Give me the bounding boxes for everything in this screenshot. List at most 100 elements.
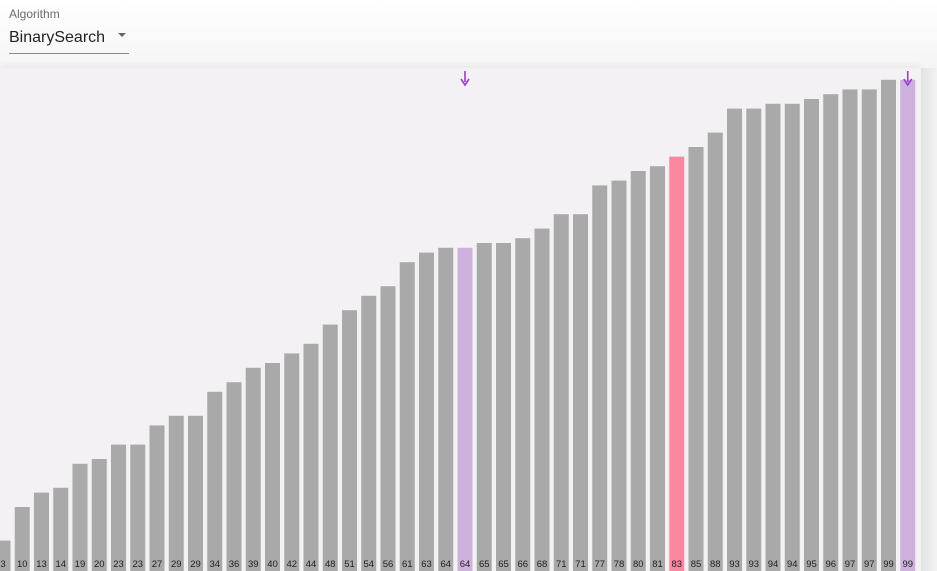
bar xyxy=(399,262,415,571)
bar-value-label: 10 xyxy=(17,559,28,570)
bar-value-label: 48 xyxy=(325,559,336,570)
bar xyxy=(765,103,781,571)
bar-value-label: 93 xyxy=(729,559,740,570)
bar-value-label: 13 xyxy=(36,559,47,570)
bar xyxy=(130,444,146,571)
bar xyxy=(457,247,473,571)
pointer-arrow-icon xyxy=(460,71,470,87)
bar-value-label: 71 xyxy=(575,559,586,570)
bar-value-label: 23 xyxy=(132,559,143,570)
bar-value-label: 51 xyxy=(344,559,355,570)
bar xyxy=(207,391,223,571)
bar xyxy=(823,94,839,571)
bar xyxy=(534,228,550,571)
bar-value-label: 80 xyxy=(633,559,644,570)
algorithm-select-value: BinarySearch xyxy=(9,29,106,46)
bar xyxy=(361,295,377,571)
bar-value-label: 40 xyxy=(267,559,278,570)
bar-value-label: 71 xyxy=(556,559,567,570)
bar-value-label: 27 xyxy=(152,559,163,570)
bar xyxy=(515,238,531,571)
bar-value-label: 77 xyxy=(594,559,605,570)
bar-value-label: 29 xyxy=(171,559,182,570)
bar xyxy=(380,286,396,571)
bar-value-label: 88 xyxy=(710,559,721,570)
bar xyxy=(650,166,665,571)
bar xyxy=(0,540,11,571)
bar xyxy=(53,487,69,571)
bar xyxy=(438,247,454,571)
bar-value-label: 85 xyxy=(691,559,702,570)
bar-value-label: 96 xyxy=(825,559,836,570)
bar xyxy=(14,507,30,571)
bar-value-label: 23 xyxy=(113,559,124,570)
bar-value-label: 36 xyxy=(229,559,240,570)
bar xyxy=(168,415,184,571)
bar xyxy=(476,243,492,571)
bar-value-label: 14 xyxy=(55,559,66,570)
bar xyxy=(496,243,511,571)
bar-value-label: 56 xyxy=(383,559,394,570)
bar xyxy=(784,103,800,571)
bar-value-label: 61 xyxy=(402,559,413,570)
bar-chart: 3 10 13 14 19 20 23 23 27 29 29 34 36 39 40 42 44 48 51 54 5… xyxy=(0,71,916,571)
bar xyxy=(804,99,819,571)
bar xyxy=(900,79,916,571)
bar xyxy=(265,363,280,571)
bar xyxy=(226,382,242,571)
bar-value-label: 68 xyxy=(537,559,548,570)
bar xyxy=(573,214,588,571)
bar xyxy=(861,89,877,571)
bar xyxy=(881,79,896,571)
bar-value-label: 39 xyxy=(248,559,259,570)
bar-value-label: 64 xyxy=(440,559,451,570)
bar-value-label: 64 xyxy=(460,559,471,570)
bar-value-label: 19 xyxy=(75,559,86,570)
bar xyxy=(188,415,203,571)
bar xyxy=(34,492,49,571)
bar-value-label: 94 xyxy=(787,559,798,570)
scrollbar[interactable] xyxy=(921,68,937,571)
bar-value-label: 99 xyxy=(883,559,894,570)
bar xyxy=(72,463,88,571)
bar-value-label: 97 xyxy=(864,559,875,570)
bar xyxy=(688,147,704,571)
bar-value-label: 42 xyxy=(286,559,297,570)
algorithm-select[interactable]: BinarySearch xyxy=(9,27,129,54)
chevron-down-icon xyxy=(118,33,126,37)
bar xyxy=(91,459,107,571)
bar xyxy=(553,214,569,571)
bar xyxy=(342,310,357,571)
bar-value-label: 20 xyxy=(94,559,105,570)
bar xyxy=(727,108,742,571)
bar xyxy=(245,367,261,571)
bar-value-label: 78 xyxy=(614,559,625,570)
bar xyxy=(630,171,646,571)
bar-value-label: 93 xyxy=(748,559,759,570)
bar-value-label: 81 xyxy=(652,559,663,570)
bar xyxy=(149,425,165,571)
bar xyxy=(111,444,126,571)
bar xyxy=(419,252,434,571)
bar-value-label: 44 xyxy=(306,559,317,570)
bar xyxy=(669,156,685,571)
pointer-arrow-icon xyxy=(903,71,913,87)
bar-value-label: 54 xyxy=(363,559,374,570)
bar-value-label: 97 xyxy=(845,559,856,570)
bar xyxy=(746,108,762,571)
bar-value-label: 34 xyxy=(209,559,220,570)
toolbar: Algorithm BinarySearch xyxy=(0,0,937,68)
bar-value-label: 3 xyxy=(0,559,5,570)
bar-value-label: 66 xyxy=(517,559,528,570)
bar-value-label: 63 xyxy=(421,559,432,570)
bar xyxy=(592,185,608,571)
bar xyxy=(322,324,338,571)
bar-value-label: 95 xyxy=(806,559,817,570)
bar-value-label: 65 xyxy=(498,559,509,570)
bar-value-label: 83 xyxy=(671,559,682,570)
algorithm-label: Algorithm xyxy=(9,7,60,21)
bar xyxy=(611,180,627,571)
bar xyxy=(303,343,319,571)
bar xyxy=(842,89,858,571)
bar xyxy=(284,353,300,571)
